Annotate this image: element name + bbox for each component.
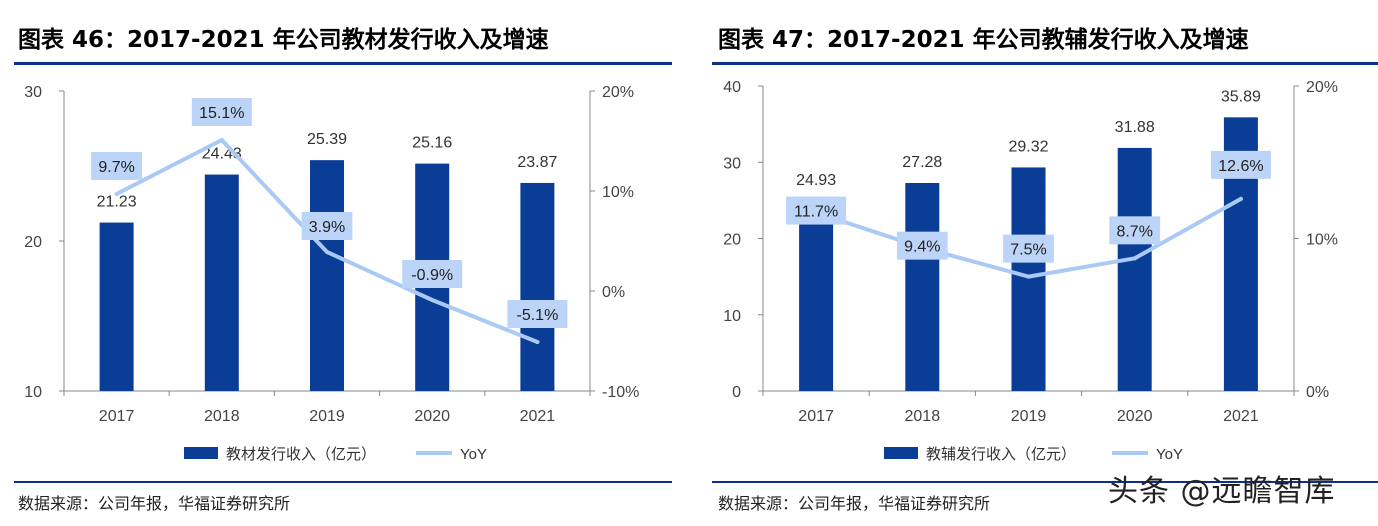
yoy-label-box: [402, 260, 463, 288]
yoy-value-label: -5.1%: [517, 307, 559, 324]
left-tick-label: 10: [723, 308, 741, 325]
yoy-value-label: 3.9%: [309, 219, 345, 236]
figure-title: 图表 47：2017-2021 年公司教辅发行收入及增速: [718, 27, 1249, 53]
yoy-label-box: [507, 300, 568, 328]
bar: [99, 222, 134, 391]
bar: [520, 182, 555, 391]
x-tick-label: 2017: [99, 408, 135, 425]
bar: [905, 182, 940, 391]
left-tick-label: 30: [723, 155, 741, 172]
yoy-value-label: -0.9%: [411, 267, 453, 284]
source-rule: [14, 481, 672, 483]
bar-value-label: 25.39: [307, 131, 347, 148]
chart-46-svg: 10 20 30 -10% 0% 10% 20% 2017 2018 2019 2020 2021 21…: [24, 84, 639, 463]
bar-value-label: 24.93: [796, 172, 836, 189]
x-tick-label: 2019: [309, 408, 345, 425]
legend-bar-swatch: [884, 447, 918, 459]
yoy-point: [1238, 196, 1243, 201]
title-rule: [712, 62, 1378, 65]
yoy-point: [1132, 256, 1137, 261]
legend-line-label: YoY: [460, 446, 487, 463]
yoy-label-box: [786, 196, 847, 225]
bar-value-label: 35.89: [1221, 88, 1261, 105]
x-tick-label: 2017: [798, 408, 834, 425]
bar: [1117, 147, 1152, 391]
bar: [310, 160, 344, 391]
bar-value-label: 31.88: [1115, 119, 1155, 136]
yoy-label-box: [91, 152, 142, 180]
right-tick-label: 0%: [1306, 384, 1329, 401]
x-tick-label: 2020: [414, 408, 450, 425]
yoy-value-label: 11.7%: [794, 204, 838, 221]
yoy-value-label: 12.6%: [1218, 158, 1263, 175]
right-tick-label: 10%: [1306, 232, 1338, 249]
bar-value-label: 27.28: [902, 154, 942, 171]
left-tick-label: 20: [723, 232, 741, 249]
right-tick-label: 20%: [1306, 79, 1338, 96]
source-rule: [712, 481, 1378, 483]
figure-title: 图表 46：2017-2021 年公司教材发行收入及增速: [18, 27, 549, 53]
yoy-point: [430, 298, 435, 302]
title-rule: [14, 62, 672, 65]
yoy-label-box: [896, 231, 948, 260]
yoy-point: [325, 250, 329, 254]
x-tick-label: 2021: [520, 408, 556, 425]
x-tick-label: 2018: [905, 408, 941, 425]
yoy-value-label: 8.7%: [1116, 223, 1152, 240]
x-tick-label: 2019: [1011, 408, 1047, 425]
yoy-label-box: [1210, 150, 1271, 179]
bar: [204, 174, 239, 391]
x-tick-label: 2021: [1223, 408, 1259, 425]
source-note: 数据来源：公司年报，华福证券研究所: [718, 494, 991, 513]
yoy-point: [219, 138, 224, 142]
right-tick-label: -10%: [602, 384, 639, 401]
yoy-value-label: 15.1%: [199, 105, 244, 122]
legend-bar-label: 教辅发行收入（亿元）: [926, 445, 1076, 463]
bar-value-label: 23.87: [517, 154, 557, 171]
chart-panel-47: 图表 47：2017-2021 年公司教辅发行收入及增速 0 10 20 30 40 0%…: [698, 0, 1378, 526]
bar-value-label: 29.32: [1008, 138, 1048, 155]
legend-bar-label: 教材发行收入（亿元）: [226, 445, 376, 463]
bar: [1011, 167, 1046, 391]
yoy-point: [114, 192, 119, 196]
yoy-point: [535, 340, 540, 344]
left-tick-label: 20: [24, 234, 42, 251]
right-tick-label: 0%: [602, 284, 625, 301]
yoy-label-box: [1109, 216, 1161, 245]
legend-line-label: YoY: [1156, 446, 1183, 463]
left-tick-label: 40: [723, 79, 741, 96]
bar-value-label: 25.16: [412, 135, 452, 152]
yoy-label-box: [1003, 234, 1054, 263]
left-tick-label: 10: [24, 384, 42, 401]
bar-value-label: 21.23: [97, 194, 137, 211]
right-tick-label: 20%: [602, 84, 634, 101]
left-tick-label: 30: [24, 84, 42, 101]
yoy-value-label: 7.5%: [1010, 242, 1046, 259]
legend-bar-swatch: [184, 447, 218, 459]
yoy-point: [1026, 274, 1031, 279]
watermark: 头条 @远瞻智库: [1108, 474, 1336, 509]
yoy-value-label: 9.7%: [98, 159, 134, 176]
x-tick-label: 2018: [204, 408, 240, 425]
yoy-label-box: [191, 98, 252, 126]
yoy-label-box: [301, 212, 353, 240]
x-tick-label: 2020: [1117, 408, 1153, 425]
left-tick-label: 0: [732, 384, 741, 401]
chart-47-svg: 0 10 20 30 40 0% 10% 20% 2017 2018 2019 2020 2021 24.…: [723, 79, 1338, 463]
source-note: 数据来源：公司年报，华福证券研究所: [18, 494, 291, 513]
chart-panel-46: 图表 46：2017-2021 年公司教材发行收入及增速 10 20 30 -10% 0…: [0, 0, 672, 526]
yoy-value-label: 9.4%: [904, 239, 940, 256]
bar: [799, 200, 834, 391]
right-tick-label: 10%: [602, 184, 634, 201]
